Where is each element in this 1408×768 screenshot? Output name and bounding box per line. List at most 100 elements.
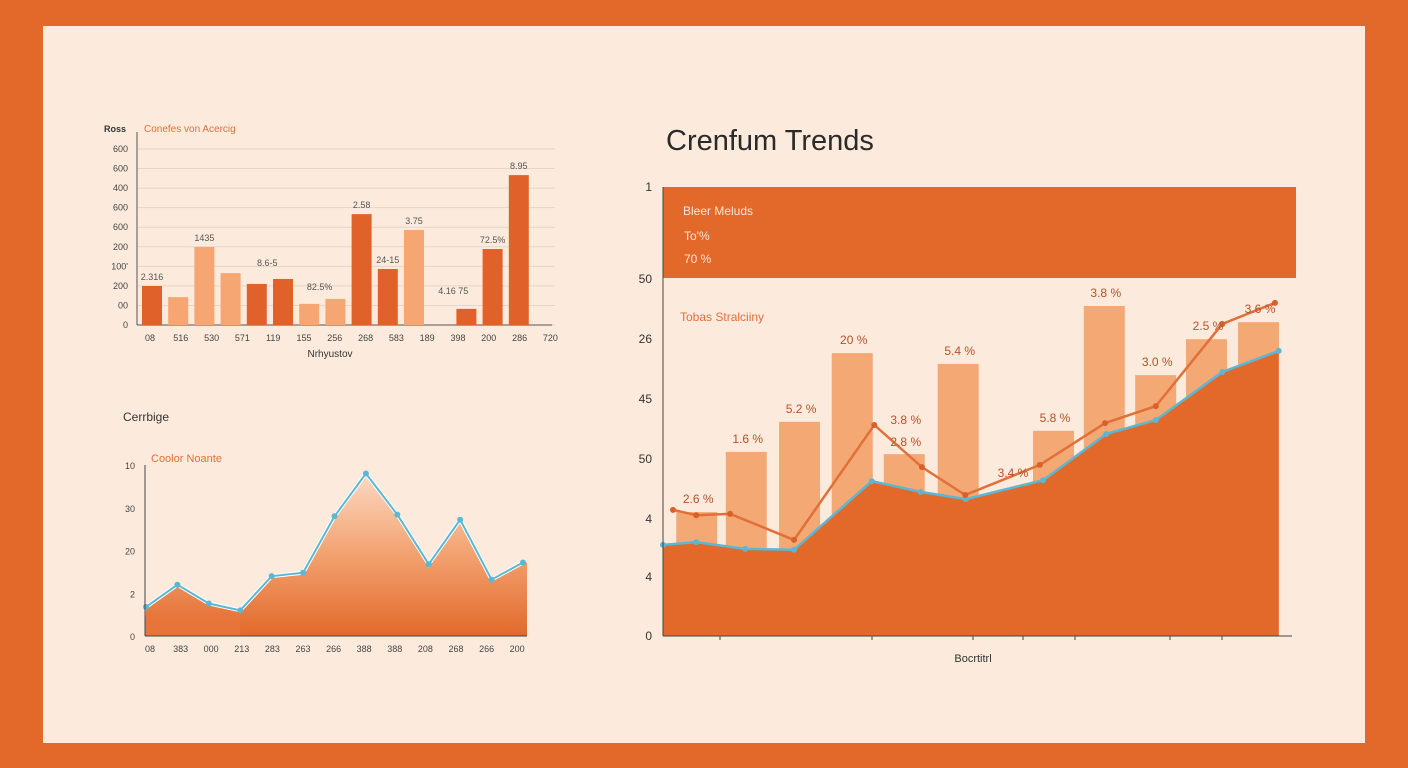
bar [142,285,162,325]
x-tick-label: 155 [296,333,311,343]
y-tick-label: 26 [639,332,653,346]
x-tick-label: 263 [295,644,310,654]
data-point-orange [670,506,677,513]
y-tick-label: 200 [113,281,128,291]
data-point-blue [1275,347,1282,354]
x-tick-label: 398 [450,333,465,343]
chart3-xlabel: Bocrtitrl [954,653,991,665]
x-tick-label: 200 [481,333,496,343]
bar [404,229,424,325]
data-point-blue [1103,430,1110,437]
bar-data-label: 5.4 % [944,344,975,358]
bar-data-label: 24-15 [376,255,399,265]
chart1-title: Conefes von Acercig [144,124,236,135]
data-point-blue [1219,368,1226,375]
bar-data-label: 8.95 [510,161,528,171]
y-tick-label: 600 [113,144,128,154]
chart2-heading: Cerrbige [123,410,169,424]
x-tick-label: 268 [358,333,373,343]
chart1-xlabel: Nrhyustov [307,349,352,360]
y-tick-label: 20 [125,547,135,557]
x-tick-label: 388 [387,644,402,654]
bar-chart-top-left: Ross Conefes von Acercig Nrhyustov 600 60… [104,124,558,360]
bar-data-label: 1.6 % [732,432,763,446]
bar-data-label: 5.2 % [786,402,817,416]
bar-data-label: 2.8 % [890,435,921,449]
bar [168,297,189,325]
chart2-title: Coolor Noante [151,453,222,465]
y-tick-label: 50 [639,272,653,286]
y-tick-label: 00 [118,300,128,310]
data-point-orange [727,510,734,517]
data-point [520,559,526,566]
data-point-orange [1102,420,1109,427]
chart3-title: Crenfum Trends [666,125,874,157]
x-tick-label: 189 [420,333,435,343]
bar [482,249,503,325]
x-tick-label: 516 [173,333,188,343]
x-tick-label: 571 [235,333,250,343]
y-tick-label: 30 [125,504,135,514]
x-tick-label: 720 [543,333,558,343]
area-fill [663,350,1279,636]
bar [377,268,398,325]
bar-data-label: 82.5% [307,282,333,292]
bar-data-label: 2.5 % [1193,319,1224,333]
bar-data-label: 3.0 % [1142,355,1173,369]
y-tick-label: 600 [113,222,128,232]
data-point [331,513,338,520]
data-point-orange [871,421,878,428]
y-tick-label: 2 [130,589,135,599]
data-point-blue [693,539,700,546]
data-point-orange [791,536,798,543]
x-tick-label: 256 [327,333,342,343]
y-tick-label: 100' [111,261,128,271]
banner-line-1: To'% [684,229,710,243]
bar-data-label: 5.8 % [1040,411,1071,425]
bar-data-label: 1435 [194,233,214,243]
data-point [174,581,181,588]
bar [456,308,477,325]
y-tick-label: 50 [639,452,653,466]
bar-data-label: 2.6 % [683,492,714,506]
data-point [425,561,432,568]
x-tick-label: 388 [357,644,372,654]
x-tick-label: 266 [326,644,341,654]
x-tick-label: 283 [265,644,280,654]
data-point-blue [868,478,875,485]
bar-data-label: 20 % [840,333,868,347]
banner-title: Bleer Meluds [683,204,753,218]
y-tick-label: 10 [125,461,135,471]
x-tick-label: 583 [389,333,404,343]
bar [351,214,372,325]
banner-line-2: 70 % [684,252,712,266]
data-point-orange [1219,320,1226,327]
data-point [394,511,401,518]
data-point [143,603,149,610]
y-tick-label: 200 [113,242,128,252]
bar [325,298,346,325]
bar [273,278,293,325]
data-point [300,569,307,576]
bar-data-label: 2.316 [141,272,164,282]
series-line-blue [662,349,1280,552]
x-tick-label: 08 [145,333,155,343]
x-tick-label: 383 [173,644,188,654]
data-point-orange [1271,299,1278,306]
bar [246,283,267,325]
bar [508,175,529,325]
bar-data-label: 4.16 75 [438,286,468,296]
base-band [145,615,241,636]
y-tick-label: 0 [645,629,652,643]
x-tick-label: 119 [266,333,280,343]
x-tick-label: 200 [510,644,525,654]
data-point-blue [742,545,749,552]
data-point [457,516,464,523]
legend-banner [663,187,1296,278]
data-point-blue [917,488,924,495]
bar-data-label: 8.6-5 [257,258,278,268]
x-tick-label: 266 [479,644,494,654]
bar-data-label: 3.75 [405,216,423,226]
data-point-blue [791,546,798,553]
